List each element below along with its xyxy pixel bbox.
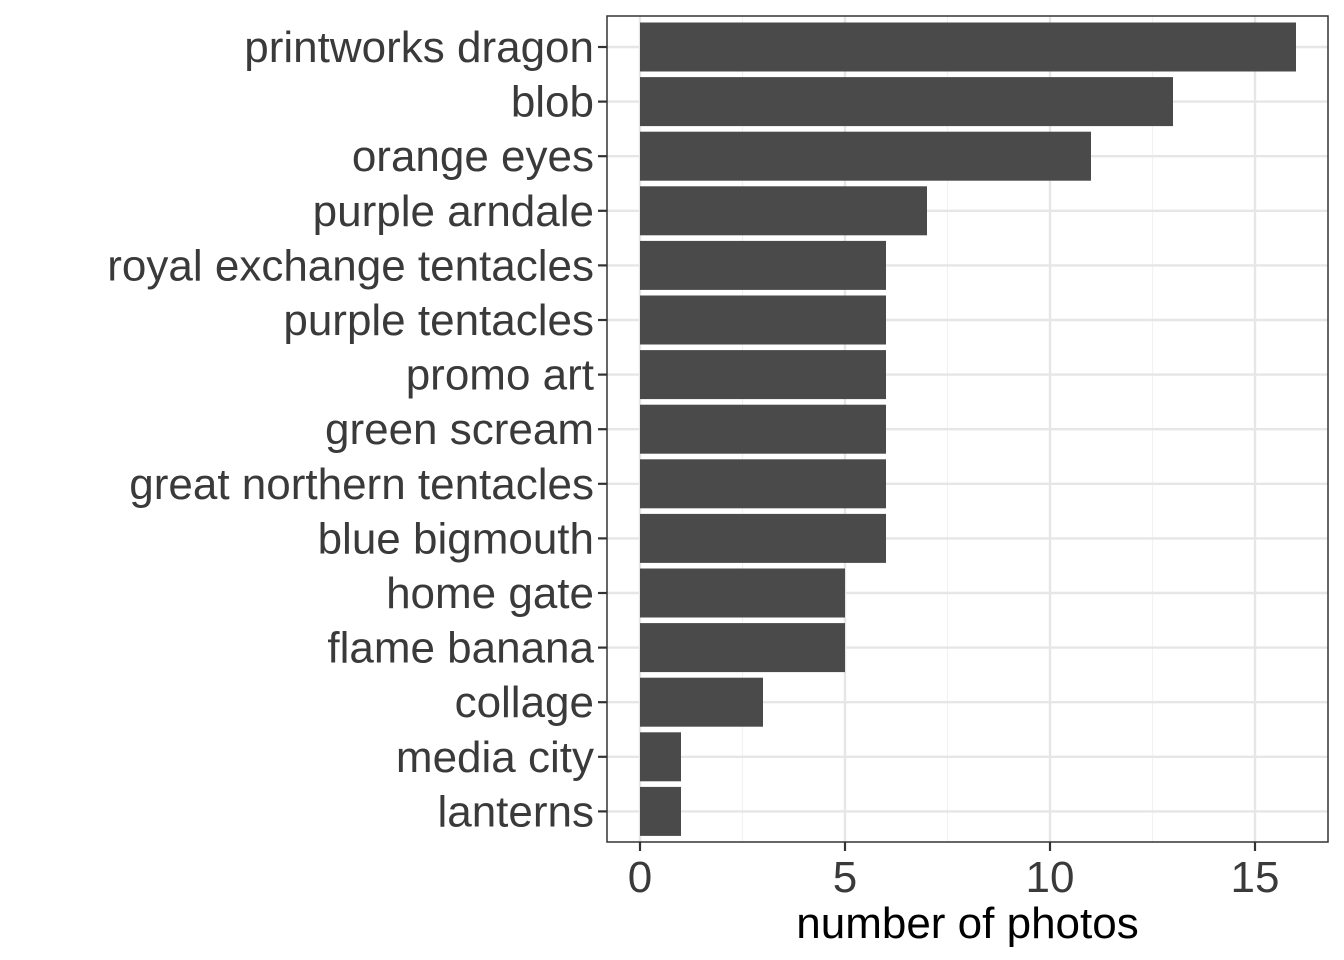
y-tick-label: collage bbox=[455, 678, 594, 727]
bar bbox=[640, 131, 1091, 181]
bar bbox=[640, 513, 886, 563]
y-tick-label: flame banana bbox=[327, 624, 594, 673]
y-tick-label: purple arndale bbox=[313, 187, 594, 236]
bar bbox=[640, 77, 1173, 127]
bar bbox=[640, 623, 845, 673]
bar bbox=[640, 732, 681, 782]
bar bbox=[640, 786, 681, 836]
y-tick-label: purple tentacles bbox=[283, 296, 594, 345]
x-tick-label: 10 bbox=[1026, 853, 1075, 902]
bar bbox=[640, 677, 763, 727]
y-tick-label: blue bigmouth bbox=[318, 514, 594, 563]
bars bbox=[640, 22, 1296, 836]
y-tick-label: orange eyes bbox=[352, 132, 594, 181]
x-tick-label: 5 bbox=[833, 853, 857, 902]
bar bbox=[640, 568, 845, 618]
bar bbox=[640, 459, 886, 509]
y-tick-label: green scream bbox=[325, 405, 594, 454]
x-tick-label: 0 bbox=[628, 853, 652, 902]
y-tick-label: lanterns bbox=[437, 787, 594, 836]
x-axis-title: number of photos bbox=[796, 899, 1138, 948]
bar bbox=[640, 350, 886, 400]
y-axis: printworks dragon blob orange eyes purple a… bbox=[107, 23, 607, 836]
y-tick-label: blob bbox=[511, 78, 594, 127]
x-tick-label: 15 bbox=[1231, 853, 1280, 902]
bar bbox=[640, 404, 886, 454]
x-axis: 0 5 10 15 bbox=[628, 842, 1280, 902]
bar bbox=[640, 295, 886, 345]
y-tick-label: media city bbox=[396, 733, 594, 782]
y-tick-label: home gate bbox=[386, 569, 594, 618]
y-tick-label: printworks dragon bbox=[244, 23, 594, 72]
bar bbox=[640, 22, 1296, 72]
bar bbox=[640, 240, 886, 290]
y-tick-label: promo art bbox=[406, 351, 594, 400]
bar bbox=[640, 186, 927, 236]
y-tick-label: royal exchange tentacles bbox=[107, 241, 594, 290]
y-tick-label: great northern tentacles bbox=[129, 460, 594, 509]
